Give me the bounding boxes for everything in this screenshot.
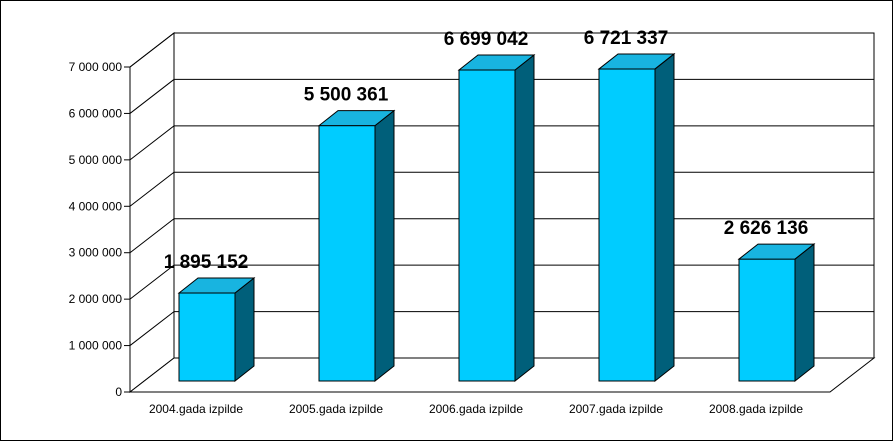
value-label: 6 721 337: [584, 28, 669, 49]
side-wall: [129, 31, 175, 394]
bar-side: [234, 276, 255, 383]
bar: [317, 109, 396, 383]
bar-side: [374, 109, 395, 383]
bar-top: [457, 54, 536, 71]
bar-side: [654, 52, 675, 383]
bars: [177, 52, 816, 383]
bar-front: [598, 68, 656, 382]
bar-top: [597, 53, 676, 70]
bar-front: [178, 292, 236, 382]
bar: [597, 52, 676, 383]
x-tick-label: 2004.gada izpilde: [149, 402, 243, 416]
value-labels: 1 895 152 5 500 361 6 699 042 6 721 337 2 62…: [164, 28, 809, 273]
bar-front: [458, 69, 516, 382]
x-tick-label: 2006.gada izpilde: [429, 402, 523, 416]
bar: [177, 276, 256, 383]
y-axis-ticks: 0 1 000 000 2 000 000 3 000 000 4 000 000 5 0…: [69, 60, 830, 399]
x-axis-labels: 2004.gada izpilde 2005.gada izpilde 2006.g…: [149, 402, 803, 416]
bar-side: [794, 243, 815, 383]
y-tick-label: 3 000 000: [69, 246, 123, 260]
bar-front: [318, 125, 376, 382]
bar-front: [738, 258, 796, 382]
value-label: 2 626 136: [724, 218, 809, 239]
y-tick-label: 2 000 000: [69, 292, 123, 306]
x-tick-label: 2008.gada izpilde: [709, 402, 803, 416]
x-tick-label: 2005.gada izpilde: [289, 402, 383, 416]
bar: [457, 53, 536, 383]
value-label: 6 699 042: [444, 29, 529, 50]
bar-top: [177, 277, 256, 294]
value-label: 1 895 152: [164, 252, 249, 273]
value-label: 5 500 361: [304, 85, 389, 106]
y-tick-label: 6 000 000: [69, 106, 123, 120]
bar-side: [514, 53, 535, 383]
x-tick-label: 2007.gada izpilde: [569, 402, 663, 416]
y-tick-label: 0: [115, 385, 122, 399]
gridline: [129, 32, 874, 68]
y-tick-label: 7 000 000: [69, 60, 123, 74]
bar: [737, 243, 816, 383]
bar-top: [317, 110, 396, 127]
y-tick-label: 4 000 000: [69, 199, 123, 213]
y-tick-label: 1 000 000: [69, 339, 123, 353]
y-tick-label: 5 000 000: [69, 153, 123, 167]
bar-top: [737, 243, 816, 260]
